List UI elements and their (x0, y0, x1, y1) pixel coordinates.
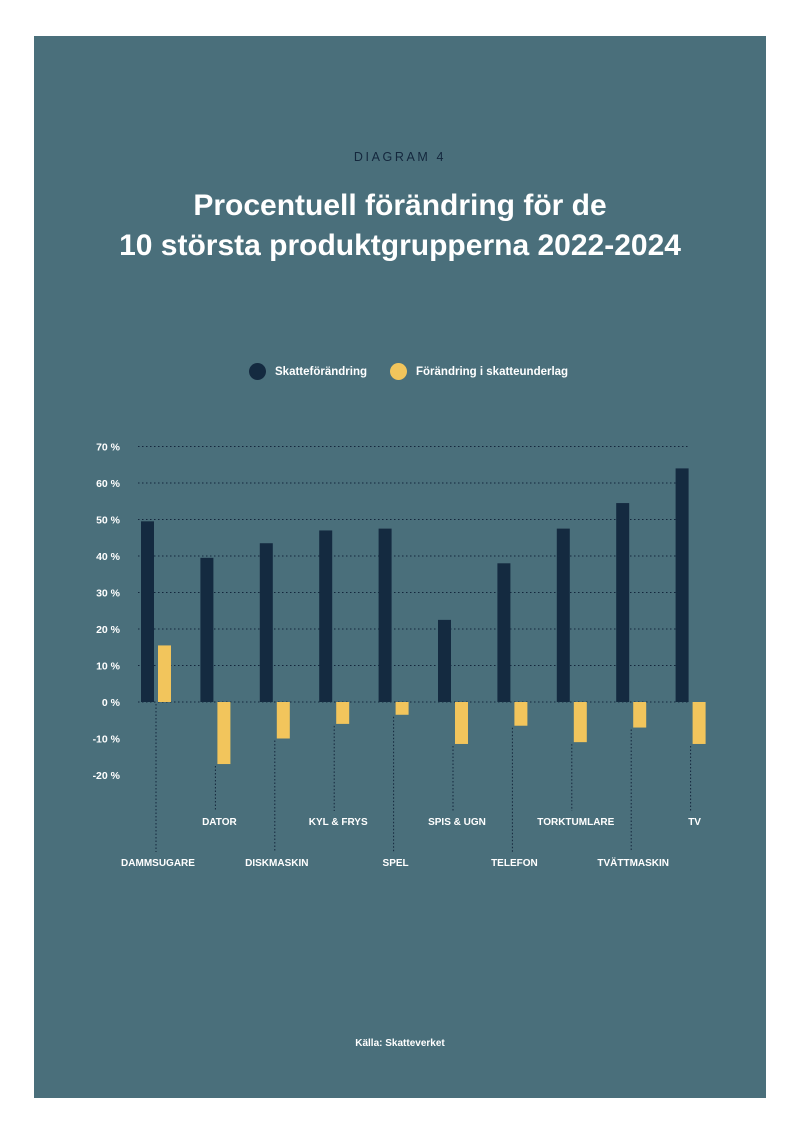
y-tick-label: 60 % (96, 478, 121, 490)
bar-series-1 (675, 468, 689, 702)
category-label: KYL & FRYS (309, 817, 368, 828)
y-tick-label: 50 % (96, 515, 121, 527)
legend-swatch-series-2 (390, 363, 407, 380)
y-tick-label: 0 % (102, 697, 121, 709)
chart-panel (34, 36, 766, 1098)
category-label: DATOR (202, 817, 237, 828)
diagram-kicker: DIAGRAM 4 (353, 150, 447, 164)
category-label: TELEFON (491, 858, 538, 869)
y-tick-label: 10 % (96, 661, 121, 673)
bar-series-1 (200, 557, 214, 702)
bar-series-2 (395, 702, 409, 715)
category-label: SPEL (383, 858, 409, 869)
category-label: SPIS & UGN (428, 817, 486, 828)
category-label: TVÄTTMASKIN (597, 856, 669, 869)
category-label: DAMMSUGARE (121, 858, 195, 869)
y-tick-label: 70 % (96, 442, 121, 454)
source-note: Källa: Skatteverket (355, 1038, 445, 1049)
bar-series-2 (692, 702, 706, 744)
category-label: DISKMASKIN (245, 858, 308, 869)
bar-series-2 (336, 702, 350, 724)
bar-series-1 (556, 528, 570, 702)
bar-series-1 (141, 521, 154, 702)
y-tick-label: 20 % (96, 624, 121, 636)
bar-series-2 (158, 645, 171, 702)
bar-series-1 (319, 530, 333, 702)
legend-item-series-1: Skatteförändring (249, 363, 367, 380)
chart-legend: Skatteförändring Förändring i skatteunde… (0, 363, 800, 383)
bar-series-2 (455, 702, 468, 744)
legend-label-series-2: Förändring i skatteunderlag (416, 365, 569, 378)
y-tick-label: 40 % (96, 551, 121, 563)
y-tick-label: -20 % (93, 770, 121, 782)
bar-series-1 (378, 528, 392, 702)
bar-series-2 (514, 702, 528, 726)
category-label: TV (688, 817, 701, 828)
chart-title-line-2: 10 största produktgrupperna 2022-2024 (119, 229, 681, 262)
bar-series-1 (497, 563, 511, 702)
y-tick-label: -10 % (93, 734, 121, 746)
bar-series-2 (573, 702, 587, 743)
bar-series-2 (217, 702, 231, 765)
bar-series-1 (259, 543, 273, 702)
chart-title: Procentuell förändring för de 10 största… (0, 186, 800, 266)
y-tick-label: 30 % (96, 588, 121, 600)
legend-label-series-1: Skatteförändring (275, 365, 368, 378)
bar-series-1 (616, 503, 630, 702)
bar-series-1 (438, 619, 451, 702)
category-label: TORKTUMLARE (537, 817, 614, 828)
chart-title-line-1: Procentuell förändring för de (193, 189, 607, 222)
legend-item-series-2: Förändring i skatteunderlag (390, 363, 568, 380)
bar-series-2 (633, 702, 647, 728)
bar-series-2 (276, 702, 290, 739)
legend-swatch-series-1 (249, 363, 266, 380)
